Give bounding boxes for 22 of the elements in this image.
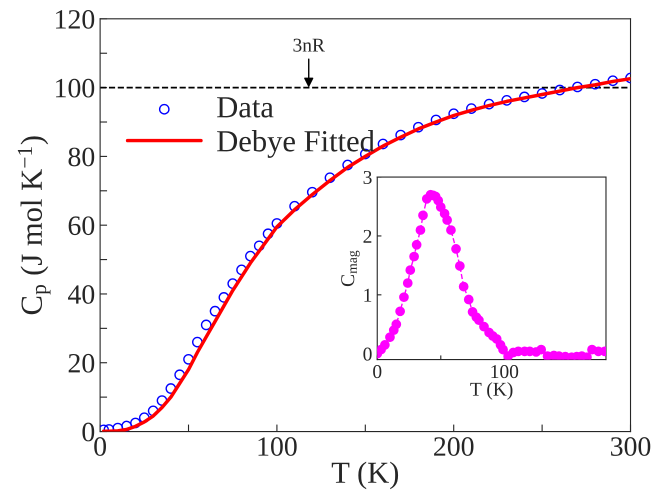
y-tick-label: 0 xyxy=(363,348,372,361)
y-axis-title: C$_{p}$ (J mol K$^{−1}$) xyxy=(18,136,51,314)
y-tick-label: 80 xyxy=(68,148,94,166)
y-tick-label: 120 xyxy=(56,10,94,29)
x-tick-label: 0 xyxy=(94,437,106,456)
x-axis-title: T (K) xyxy=(470,382,512,400)
legend-label: Debye Fitted xyxy=(217,130,375,158)
legend-label: Data xyxy=(217,97,274,118)
y-tick-label: 0 xyxy=(82,422,94,442)
annotation: 3nR xyxy=(293,38,325,52)
y-tick-label: 1 xyxy=(364,288,372,302)
y-axis-title: C$_{mag}$ xyxy=(341,250,360,286)
y-tick-label: 20 xyxy=(68,354,94,373)
y-tick-label: 3 xyxy=(364,170,372,184)
x-tick-label: 100 xyxy=(258,437,297,456)
y-tick-label: 2 xyxy=(364,230,372,243)
y-tick-label: 100 xyxy=(56,78,94,98)
x-axis-title: T (K) xyxy=(332,462,398,490)
y-tick-label: 60 xyxy=(68,216,94,236)
x-tick-label: 300 xyxy=(611,437,650,456)
y-tick-label: 40 xyxy=(68,285,94,304)
x-tick-label: 200 xyxy=(434,437,474,456)
